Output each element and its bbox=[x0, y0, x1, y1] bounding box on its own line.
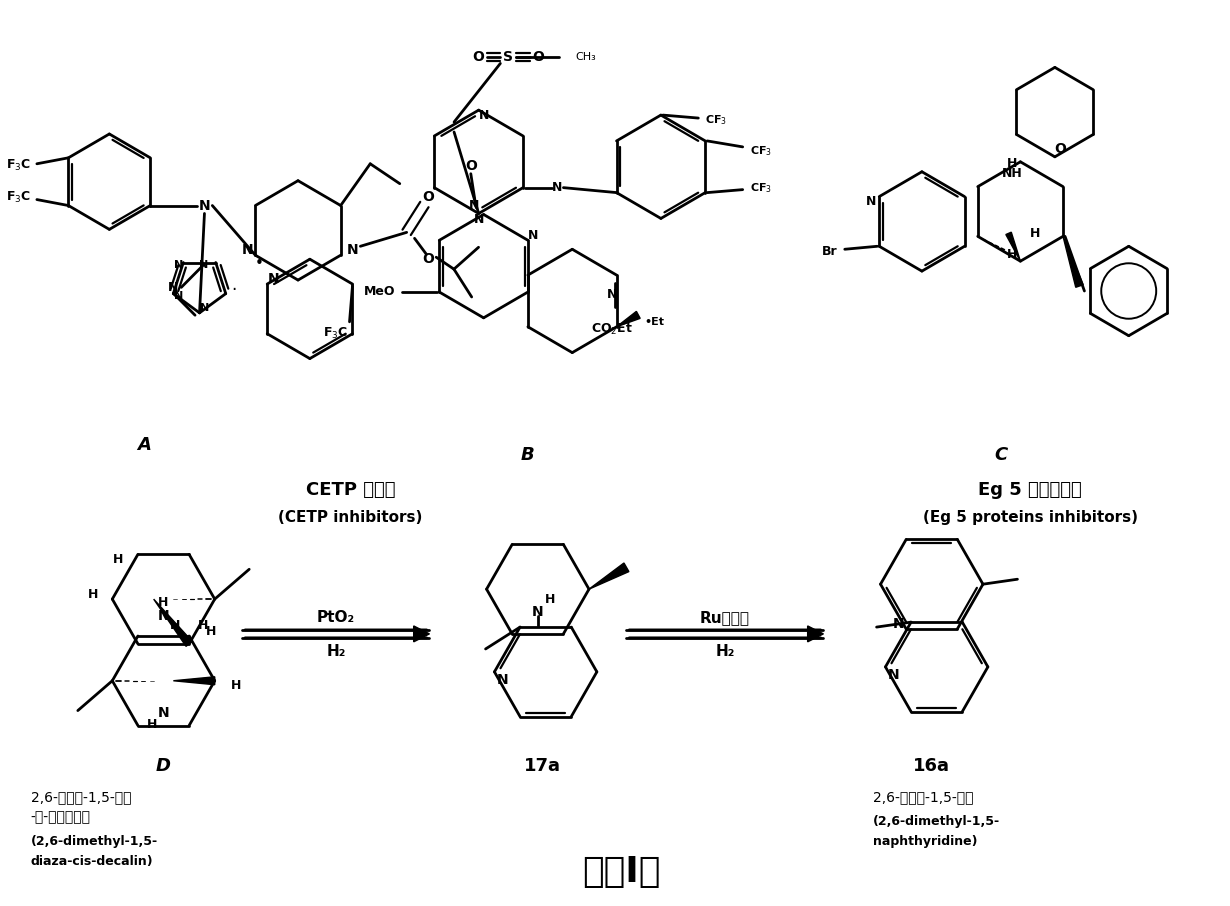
Text: O: O bbox=[472, 51, 485, 64]
Text: CO$_2$Et: CO$_2$Et bbox=[590, 323, 632, 337]
Text: 2,6-二甲基-1,5-萄啊: 2,6-二甲基-1,5-萄啊 bbox=[872, 790, 973, 805]
Text: ·: · bbox=[231, 281, 236, 299]
Text: H: H bbox=[1007, 247, 1017, 261]
Text: N: N bbox=[173, 259, 183, 269]
Polygon shape bbox=[173, 677, 215, 685]
Text: N: N bbox=[469, 199, 478, 212]
Text: CF$_3$: CF$_3$ bbox=[749, 180, 771, 195]
Text: F$_3$C: F$_3$C bbox=[6, 159, 31, 173]
Polygon shape bbox=[1006, 232, 1021, 261]
Text: O: O bbox=[1054, 142, 1065, 156]
Text: H: H bbox=[113, 553, 123, 566]
Text: CF$_3$: CF$_3$ bbox=[705, 113, 727, 127]
Text: CF$_3$: CF$_3$ bbox=[749, 144, 771, 158]
Text: 式（I）: 式（I） bbox=[582, 855, 661, 890]
Text: D: D bbox=[156, 757, 171, 775]
Text: N: N bbox=[267, 272, 279, 286]
Text: N: N bbox=[169, 281, 178, 294]
Polygon shape bbox=[1063, 236, 1084, 287]
Polygon shape bbox=[808, 626, 823, 641]
Text: N: N bbox=[552, 181, 562, 194]
Text: H: H bbox=[159, 595, 169, 609]
Polygon shape bbox=[413, 626, 429, 641]
Text: N: N bbox=[198, 198, 210, 213]
Text: N: N bbox=[173, 291, 183, 301]
Text: -杂-顺十氢化萄: -杂-顺十氢化萄 bbox=[31, 810, 91, 824]
Text: O: O bbox=[422, 189, 434, 204]
Text: H: H bbox=[1007, 158, 1017, 170]
Text: diaza-cis-decalin): diaza-cis-decalin) bbox=[31, 854, 154, 868]
Polygon shape bbox=[589, 563, 629, 589]
Text: H: H bbox=[1030, 226, 1041, 240]
Polygon shape bbox=[616, 312, 640, 327]
Text: (2,6-dimethyl-1,5-: (2,6-dimethyl-1,5- bbox=[31, 834, 157, 848]
Text: H₂: H₂ bbox=[326, 644, 346, 660]
Text: F$_3$C: F$_3$C bbox=[6, 190, 31, 205]
Text: N: N bbox=[893, 617, 904, 631]
Text: F$_3$C: F$_3$C bbox=[322, 326, 348, 342]
Text: O: O bbox=[531, 51, 544, 64]
Text: B: B bbox=[522, 446, 535, 464]
Text: A: A bbox=[137, 436, 151, 454]
Text: N: N bbox=[199, 259, 209, 269]
Text: N: N bbox=[606, 288, 617, 302]
Text: (2,6-dimethyl-1,5-: (2,6-dimethyl-1,5- bbox=[872, 814, 1000, 828]
Text: 2,6-二甲基-1,5-二氮: 2,6-二甲基-1,5-二氮 bbox=[31, 790, 132, 805]
Text: H: H bbox=[146, 718, 157, 731]
Text: Br: Br bbox=[823, 245, 838, 257]
Text: H: H bbox=[198, 620, 208, 632]
Text: CETP 抑制剂: CETP 抑制剂 bbox=[306, 481, 395, 499]
Text: N: N bbox=[528, 229, 538, 242]
Text: N: N bbox=[157, 609, 170, 623]
Text: N: N bbox=[888, 668, 899, 682]
Text: H: H bbox=[545, 593, 555, 605]
Text: N: N bbox=[199, 303, 209, 313]
Text: PtO₂: PtO₂ bbox=[317, 611, 355, 625]
Text: N: N bbox=[866, 195, 877, 208]
Text: •: • bbox=[255, 255, 263, 271]
Text: H: H bbox=[205, 624, 216, 638]
Text: S: S bbox=[503, 51, 513, 64]
Text: N: N bbox=[497, 673, 508, 687]
Text: naphthyridine): naphthyridine) bbox=[872, 834, 977, 848]
Text: N: N bbox=[157, 706, 170, 719]
Text: MeO: MeO bbox=[363, 285, 395, 298]
Text: H: H bbox=[170, 620, 181, 632]
Text: Ru催化剂: Ru催化剂 bbox=[700, 611, 750, 625]
Text: •Et: •Et bbox=[645, 317, 664, 327]
Text: N: N bbox=[347, 243, 358, 257]
Text: 16a: 16a bbox=[913, 757, 951, 775]
Text: C: C bbox=[994, 446, 1007, 464]
Text: Eg 5 蛋白抑制剂: Eg 5 蛋白抑制剂 bbox=[978, 481, 1082, 499]
Text: N: N bbox=[241, 243, 253, 257]
Text: O: O bbox=[465, 159, 477, 173]
Text: 17a: 17a bbox=[524, 757, 561, 775]
Text: (Eg 5 proteins inhibitors): (Eg 5 proteins inhibitors) bbox=[922, 510, 1138, 525]
Text: CH₃: CH₃ bbox=[576, 53, 597, 63]
Text: H: H bbox=[87, 588, 97, 601]
Text: H: H bbox=[231, 680, 241, 692]
Text: H₂: H₂ bbox=[715, 644, 734, 660]
Text: N: N bbox=[478, 109, 488, 121]
Text: (CETP inhibitors): (CETP inhibitors) bbox=[278, 510, 423, 525]
Text: N: N bbox=[474, 213, 483, 226]
Polygon shape bbox=[154, 599, 192, 646]
Text: N: N bbox=[531, 605, 544, 619]
Text: O: O bbox=[422, 252, 434, 266]
Text: NH: NH bbox=[1002, 168, 1023, 180]
